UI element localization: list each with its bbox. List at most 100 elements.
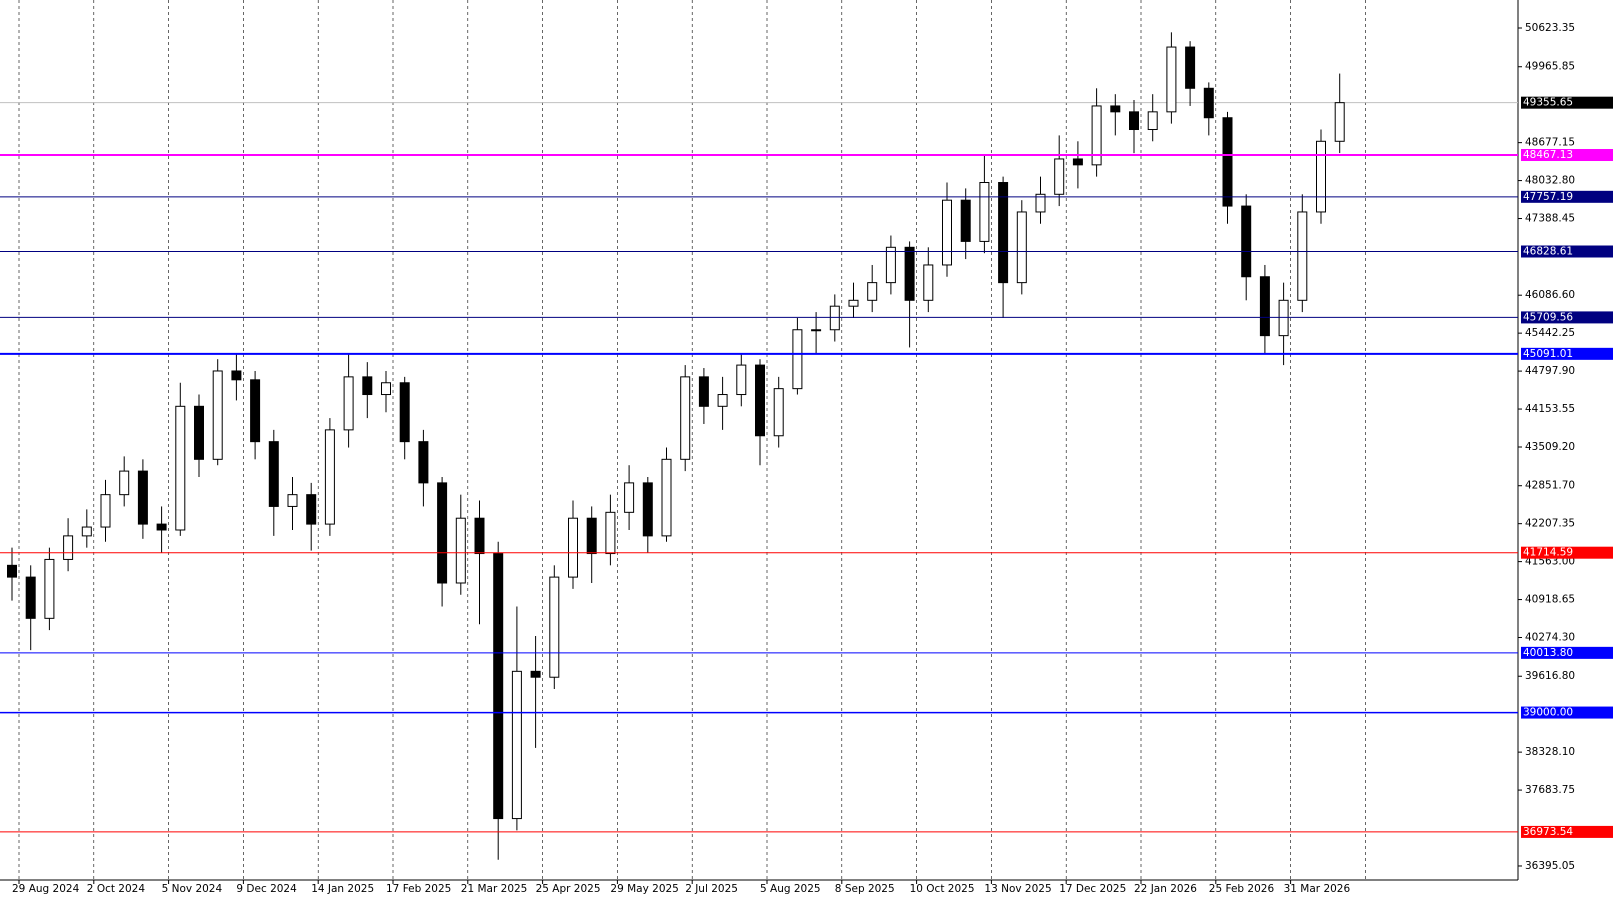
candle-body <box>605 511 616 555</box>
level-label-bg <box>1521 190 1613 203</box>
y-tick-label: 42851.70 <box>1525 480 1575 492</box>
candle-body <box>1316 140 1326 213</box>
candle-body <box>63 535 74 560</box>
level-label: 45091.01 <box>1523 348 1573 360</box>
candle-body <box>717 394 728 407</box>
candle-body <box>904 246 915 301</box>
candle-body <box>455 517 466 584</box>
candle-body <box>1222 117 1233 207</box>
y-tick-label: 36395.05 <box>1525 860 1575 872</box>
candle-body <box>1166 46 1177 113</box>
y-tick-label: 38328.10 <box>1525 746 1575 758</box>
candle-body <box>1334 102 1345 142</box>
y-tick-label: 40918.65 <box>1525 594 1575 606</box>
candle-body <box>661 458 672 537</box>
y-tick-label: 37683.75 <box>1525 784 1575 796</box>
level-label: 36973.54 <box>1523 826 1573 838</box>
candle-body <box>1035 193 1046 213</box>
candle-body <box>642 482 653 537</box>
candle-body <box>343 376 354 431</box>
x-tick-label: 17 Feb 2025 <box>386 883 451 895</box>
candle-body <box>829 305 840 331</box>
candle-body <box>1259 276 1270 337</box>
candle-body <box>942 199 952 266</box>
x-tick-label: 13 Nov 2025 <box>984 883 1051 895</box>
candle-body <box>1016 211 1027 284</box>
x-tick-label: 8 Sep 2025 <box>835 883 895 895</box>
candle-body <box>979 182 990 242</box>
x-tick-label: 22 Jan 2026 <box>1134 883 1197 895</box>
candle-body <box>137 470 148 525</box>
x-tick-label: 2 Jul 2025 <box>685 883 738 895</box>
candle-body <box>1129 111 1139 131</box>
candle-body <box>848 299 859 307</box>
candle-body <box>736 364 747 396</box>
candle-body <box>530 670 541 678</box>
y-tick-label: 45442.25 <box>1525 327 1575 339</box>
candle-body <box>212 370 223 460</box>
candle-body <box>1297 211 1308 301</box>
candle-body <box>250 379 261 443</box>
candle-body <box>792 329 803 390</box>
candle-body <box>867 282 878 301</box>
candle-body <box>1110 105 1121 113</box>
level-label: 40013.80 <box>1523 647 1573 659</box>
candle-body <box>755 364 765 437</box>
y-tick-label: 48032.80 <box>1525 175 1575 187</box>
candle-body <box>773 388 784 437</box>
y-tick-label: 42207.35 <box>1525 518 1575 530</box>
y-tick-label: 46086.60 <box>1525 289 1575 301</box>
y-tick-label: 50623.35 <box>1525 22 1575 34</box>
candle-body <box>698 376 709 407</box>
candle-body <box>306 494 317 525</box>
x-tick-label: 9 Dec 2024 <box>236 883 297 895</box>
level-label-bg <box>1521 646 1613 659</box>
candle-body <box>474 517 485 555</box>
last-price-label: 49355.65 <box>1523 97 1573 109</box>
x-tick-label: 5 Nov 2024 <box>162 883 223 895</box>
x-tick-label: 25 Feb 2026 <box>1209 883 1275 895</box>
candle-body <box>923 264 934 301</box>
candle-body <box>25 576 36 619</box>
candle-body <box>1054 158 1065 195</box>
x-tick-label: 29 May 2025 <box>610 883 678 895</box>
y-tick-label: 44797.90 <box>1525 365 1575 377</box>
candle-body <box>175 405 186 531</box>
candle-body <box>1278 299 1289 337</box>
candle-body <box>493 553 504 820</box>
x-tick-label: 14 Jan 2025 <box>311 883 374 895</box>
candle-body <box>268 441 279 507</box>
x-tick-label: 5 Aug 2025 <box>760 883 821 895</box>
level-label-bg <box>1521 825 1613 838</box>
candle-body <box>549 576 560 678</box>
level-label: 46828.61 <box>1523 246 1573 258</box>
candle-body <box>324 429 335 525</box>
x-tick-label: 17 Dec 2025 <box>1059 883 1126 895</box>
candle-body <box>624 482 635 513</box>
candle-body <box>287 494 298 507</box>
candle-body <box>885 246 896 284</box>
x-tick-label: 29 Aug 2024 <box>12 883 80 895</box>
candle-body <box>960 199 971 242</box>
candle-body <box>1203 87 1214 119</box>
candle-body <box>1185 46 1196 89</box>
candle-body <box>1072 158 1083 166</box>
candle-body <box>680 376 691 460</box>
candle-body <box>418 441 429 484</box>
level-label: 41714.59 <box>1523 547 1573 559</box>
x-tick-label: 10 Oct 2025 <box>910 883 975 895</box>
y-tick-label: 44153.55 <box>1525 403 1575 415</box>
level-label: 45709.56 <box>1523 311 1573 323</box>
y-tick-label: 39616.80 <box>1525 670 1575 682</box>
y-tick-label: 47388.45 <box>1525 213 1575 225</box>
x-tick-label: 25 Apr 2025 <box>536 883 601 895</box>
level-label-bg <box>1521 149 1613 162</box>
candle-body <box>811 329 822 332</box>
y-tick-label: 43509.20 <box>1525 441 1575 453</box>
candle-body <box>568 517 578 578</box>
level-label-bg <box>1521 347 1613 360</box>
y-tick-label: 49965.85 <box>1525 61 1575 73</box>
x-tick-label: 31 Mar 2026 <box>1284 883 1351 895</box>
